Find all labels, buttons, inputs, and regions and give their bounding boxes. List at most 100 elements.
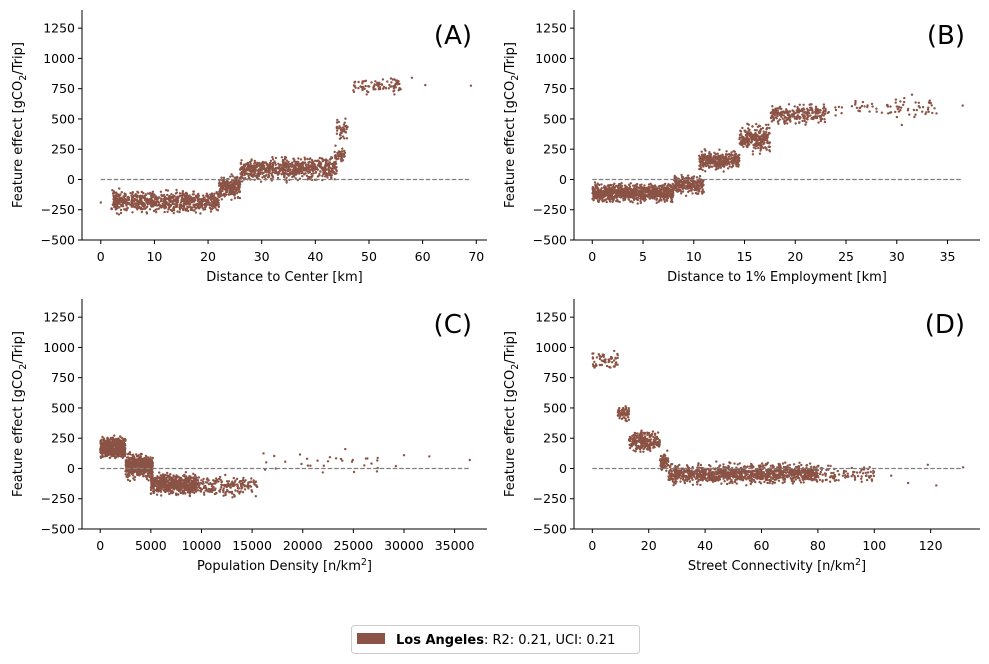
scatter-point-a (148, 198, 151, 202)
scatter-point-b (612, 188, 616, 191)
scatter-point-b (667, 189, 670, 193)
y-axis-label-tail-a: /Trip] (11, 42, 26, 75)
scatter-point-a (145, 212, 149, 215)
scatter-point-b (604, 198, 607, 202)
scatter-point-a (167, 207, 170, 211)
scatter-point-a (199, 205, 202, 208)
scatter-point-a (222, 180, 226, 183)
scatter-point-b (771, 108, 774, 112)
scatter-point-c (101, 435, 104, 439)
scatter-point-b (728, 152, 731, 156)
scatter-point-a (339, 127, 342, 131)
scatter-point-a (324, 175, 327, 178)
scatter-point-b (642, 196, 645, 199)
scatter-point-b (889, 105, 892, 108)
scatter-point-b (935, 112, 938, 115)
scatter-point-b (914, 113, 917, 116)
scatter-point-b (721, 156, 724, 159)
scatter-point-b (755, 122, 758, 126)
scatter-point-b (643, 189, 646, 192)
scatter-point-a (166, 203, 169, 206)
scatter-point-b (814, 105, 818, 109)
scatter-point-b (900, 123, 903, 127)
scatter-point-a (339, 152, 342, 155)
scatter-point-a (219, 193, 223, 196)
scatter-point-b (751, 153, 755, 156)
scatter-point-a (386, 80, 389, 83)
scatter-point-a (155, 211, 158, 214)
scatter-point-a (166, 210, 169, 213)
scatter-point-a (302, 161, 305, 164)
scatter-point-b (680, 192, 683, 195)
scatter-point-c (114, 456, 117, 460)
scatter-point-a (392, 86, 396, 90)
scatter-point-a (301, 165, 304, 169)
scatter-point-b (647, 185, 650, 189)
scatter-point-a (317, 159, 320, 162)
scatter-point-b (803, 119, 806, 123)
scatter-point-a (120, 191, 124, 194)
scatter-point-a (244, 169, 247, 172)
scatter-point-b (603, 193, 606, 196)
scatter-point-a (219, 191, 223, 194)
scatter-point-b (672, 188, 676, 191)
scatter-point-b (802, 115, 805, 118)
scatter-point-a (240, 173, 244, 176)
scatter-point-a (247, 176, 251, 180)
scatter-point-b (801, 119, 804, 123)
scatter-point-b (751, 150, 755, 153)
scatter-point-b (665, 199, 668, 202)
scatter-point-b (915, 108, 918, 112)
x-tick-label-a: 60 (415, 249, 431, 264)
scatter-point-b (632, 197, 636, 200)
scatter-point-a (307, 163, 310, 166)
scatter-point-b (767, 123, 770, 127)
y-tick-label-a: 750 (51, 81, 75, 96)
scatter-point-a (245, 172, 248, 175)
scatter-point-b (870, 102, 874, 106)
scatter-point-b (773, 113, 777, 117)
scatter-point-a (290, 165, 293, 168)
scatter-point-a (263, 166, 266, 170)
scatter-point-a (166, 189, 170, 192)
scatter-point-a (130, 194, 133, 198)
scatter-point-b (592, 194, 595, 197)
scatter-point-c (121, 437, 125, 440)
scatter-point-a (140, 199, 143, 202)
scatter-point-b (705, 156, 708, 159)
scatter-point-a (331, 164, 335, 168)
scatter-point-b (597, 187, 600, 190)
scatter-point-b (823, 120, 827, 124)
scatter-point-a (365, 90, 369, 93)
scatter-point-b (794, 122, 797, 125)
scatter-point-a (317, 162, 321, 165)
scatter-point-a (334, 162, 338, 165)
scatter-point-a (342, 153, 346, 157)
scatter-point-b (749, 134, 753, 137)
scatter-point-b (741, 126, 744, 130)
scatter-point-b (783, 120, 786, 124)
scatter-point-b (603, 191, 606, 194)
scatter-point-b (868, 110, 871, 113)
scatter-point-a (393, 93, 396, 96)
scatter-point-a (165, 201, 168, 204)
scatter-point-b (775, 107, 778, 110)
scatter-point-a (335, 126, 338, 130)
scatter-point-b (681, 182, 684, 185)
scatter-point-a (190, 201, 193, 204)
scatter-point-a (182, 203, 186, 207)
y-tick-label-b: 1000 (535, 51, 567, 66)
scatter-point-a (154, 196, 158, 199)
scatter-point-c (116, 441, 119, 444)
scatter-point-a (280, 168, 283, 172)
scatter-point-b (793, 117, 797, 120)
scatter-point-a (241, 180, 244, 183)
scatter-point-a (127, 196, 130, 199)
scatter-point-b (754, 147, 757, 150)
scatter-point-b (620, 195, 623, 198)
scatter-point-a (136, 207, 139, 210)
scatter-point-b (698, 167, 701, 171)
scatter-point-b (746, 142, 750, 146)
scatter-point-b (599, 189, 602, 192)
